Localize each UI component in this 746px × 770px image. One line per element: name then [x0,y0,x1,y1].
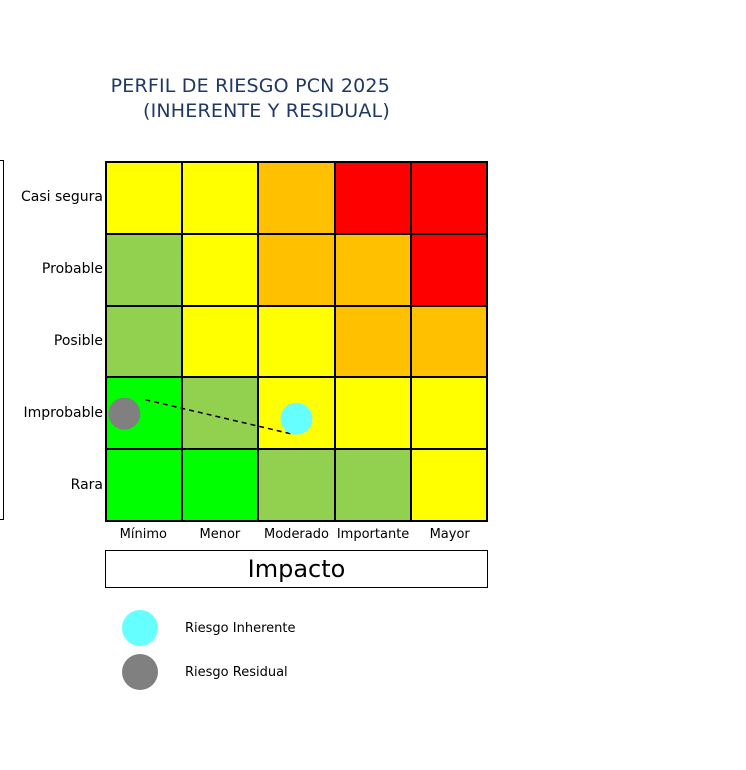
matrix-cell [334,233,411,306]
y-axis-labels: Casi segura Probable Posible Improbable … [0,161,103,521]
matrix-cell [258,377,335,450]
matrix-cell [182,162,259,234]
x-axis-title: Impacto [105,550,488,588]
risk-matrix [105,161,488,522]
matrix-cell [182,377,259,450]
x-tick-label: Mayor [429,527,470,542]
matrix-cell [182,449,259,521]
x-tick-label: Importante [336,527,410,542]
matrix-cell [182,305,259,378]
matrix-cell [334,449,411,521]
x-tick-label: Mínimo [119,527,167,542]
matrix-cell [258,162,335,234]
matrix-cell [410,233,487,306]
matrix-cell [334,305,411,378]
y-tick-label: Improbable [23,405,103,421]
y-tick-label: Posible [53,333,103,349]
legend-label: Riesgo Inherente [185,620,296,636]
legend-label: Riesgo Residual [185,664,288,680]
matrix-cell [106,305,183,378]
y-tick-label: Probable [41,261,103,277]
x-tick-label: Moderado [264,527,329,542]
matrix-cell [334,162,411,234]
y-axis-frame [0,160,4,520]
matrix-cell [258,305,335,378]
legend-item-inherent: Riesgo Inherente [122,610,295,646]
legend-marker [122,654,158,690]
matrix-cell [106,233,183,306]
chart-title: PERFIL DE RIESGO PCN 2025 (INHERENTE Y R… [100,74,390,124]
matrix-cell [410,449,487,521]
x-axis-labels: Mínimo Menor Moderado Importante Mayor [105,527,488,542]
matrix-cell [106,449,183,521]
y-tick-label: Casi segura [21,189,103,205]
legend-item-residual: Riesgo Residual [122,654,288,690]
chart-title-line-2: (INHERENTE Y RESIDUAL) [142,100,390,122]
matrix-cell [106,377,183,450]
matrix-cell [258,233,335,306]
matrix-cell [410,305,487,378]
y-tick-label: Rara [70,477,103,493]
x-tick-label: Menor [199,527,241,542]
legend-marker [122,610,158,646]
matrix-cell [106,162,183,234]
matrix-cell [410,162,487,234]
matrix-cell [334,377,411,450]
chart-title-line-1: PERFIL DE RIESGO PCN 2025 [110,75,390,97]
matrix-cell [410,377,487,450]
matrix-cell [182,233,259,306]
matrix-cell [258,449,335,521]
